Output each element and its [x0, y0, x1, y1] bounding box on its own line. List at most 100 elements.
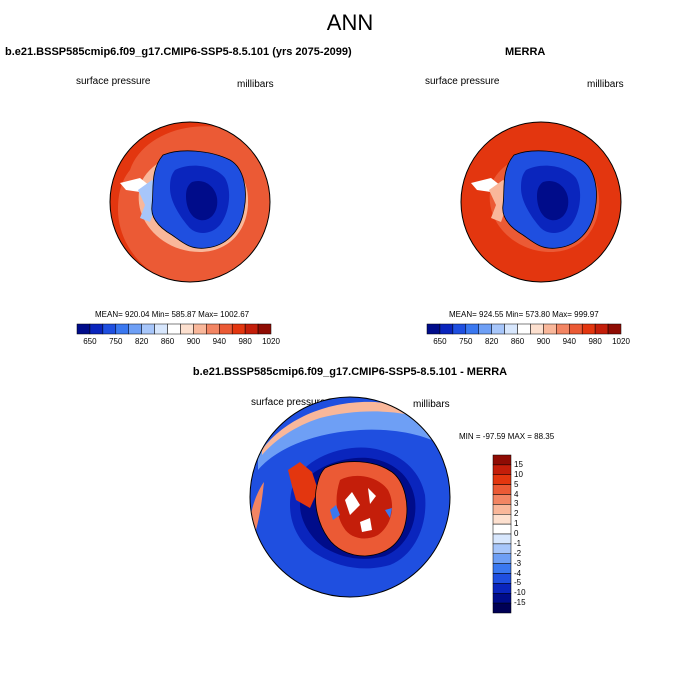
panel2-units-label: millibars	[587, 79, 624, 90]
panel2-colorbar-tick: 860	[510, 337, 525, 346]
panel1-colorbar-swatch	[76, 323, 91, 335]
panel1-field-label: surface pressure	[76, 76, 151, 87]
panel1-colorbar-swatch	[89, 323, 104, 335]
panel2-colorbar-tick: 940	[562, 337, 576, 346]
panel1-map-border	[109, 121, 271, 283]
panel3-colorbar-tick: 15	[514, 459, 523, 469]
panel3-colorbar-tick: -1	[514, 538, 522, 548]
panel1-plateau-core	[186, 180, 218, 221]
panel2-colorbar-tick: 1020	[612, 337, 630, 346]
panel1-colorbar-swatch	[102, 323, 117, 335]
panel1-title: b.e21.BSSP585cmip6.f09_g17.CMIP6-SSP5-8.…	[5, 46, 352, 58]
panel3-west-warm	[250, 482, 264, 530]
panel2-colorbar-tick: 900	[536, 337, 551, 346]
panel2-colorbar-swatch	[452, 323, 467, 335]
panel3-colorbar-swatch	[492, 602, 512, 614]
panel3-colorbar-swatch	[492, 593, 512, 604]
panel1-colorbar-swatch	[206, 323, 220, 335]
panel3-colorbar-tick: -3	[514, 558, 522, 568]
panel2-colorbar-tick: 650	[433, 337, 447, 346]
panel1-stats: MEAN= 920.04 Min= 585.87 Max= 1002.67	[95, 310, 250, 319]
panel2-colorbar-swatch	[478, 323, 492, 335]
panel1-colorbar-tick: 980	[238, 337, 252, 346]
panel3-colorbar-tick: -2	[514, 548, 522, 558]
panel3-colorbar-swatch	[492, 553, 512, 564]
panel1-colorbar-swatch	[141, 323, 155, 335]
panel3-interior-negative	[330, 505, 392, 520]
panel2-colorbar-swatch	[491, 323, 505, 335]
panel1-colorbar-swatch	[128, 323, 142, 335]
panel3-colorbar-tick: 4	[514, 489, 519, 499]
main-title: ANN	[326, 10, 374, 35]
panel1-colorbar-tick: 820	[134, 337, 149, 346]
panel2-colorbar-swatch	[581, 323, 596, 335]
panel1-colorbar-tick: 900	[186, 337, 201, 346]
panel3-colorbar-tick: 3	[514, 499, 519, 509]
panel1-colorbar-swatch	[167, 323, 181, 335]
panel3-north-warm	[262, 401, 430, 455]
panel3-colorbar-tick: -5	[514, 578, 522, 588]
panel3-stats: MIN = -97.59 MAX = 88.35	[459, 432, 555, 441]
panel1-colorbar-swatch	[115, 323, 129, 335]
panel3-colorbar-swatch	[492, 523, 512, 535]
panel3-colorbar-swatch	[492, 583, 512, 594]
panel1-colorbar-tick: 1020	[262, 337, 280, 346]
panel3-interior-hot	[336, 475, 393, 539]
panel3-colorbar-swatch	[492, 533, 512, 545]
panel2-colorbar-tick: 750	[459, 337, 473, 346]
panel2-colorbar-swatch	[530, 323, 544, 335]
panel2-colorbar-swatch	[439, 323, 454, 335]
panel3-colorbar-tick: 1	[514, 519, 519, 529]
panel3-colorbar-swatch	[492, 514, 512, 525]
panel3-colorbar-tick: 2	[514, 509, 519, 519]
panel1-colorbar-swatch	[244, 323, 259, 335]
panel1-units-label: millibars	[237, 79, 274, 90]
panel1-colorbar-swatch	[180, 323, 194, 335]
panel2-colorbar-swatch	[569, 323, 583, 335]
panel2-field-label: surface pressure	[425, 76, 500, 87]
panel1-colorbar-tick: 650	[83, 337, 97, 346]
panel3-colorbar-tick: -15	[514, 598, 526, 608]
panel3-title: b.e21.BSSP585cmip6.f09_g17.CMIP6-SSP5-8.…	[192, 366, 508, 378]
panel3-colorbar-swatch	[492, 494, 512, 505]
panel2-colorbar-swatch	[504, 323, 518, 335]
panel1-colorbar	[76, 323, 272, 335]
panel1-colorbar-tick: 860	[160, 337, 175, 346]
panel3-colorbar-swatch	[492, 543, 512, 554]
panel3-field-label: surface pressure	[251, 397, 326, 408]
panel2-map	[461, 122, 621, 282]
panel2-colorbar-swatch	[556, 323, 570, 335]
panel2-colorbar-swatch	[543, 323, 557, 335]
panel2-colorbar-swatch	[465, 323, 479, 335]
panel1-colorbar-swatch	[231, 323, 246, 335]
panel3-colorbar-swatch	[492, 563, 512, 574]
panel2-plateau-core	[537, 180, 569, 221]
panel2-colorbar	[426, 323, 622, 335]
panel3-colorbar-tick: -4	[514, 568, 522, 578]
panel3-colorbar-swatch	[492, 474, 512, 485]
panel1-colorbar-tick: 750	[109, 337, 123, 346]
panel2-colorbar-tick: 980	[588, 337, 602, 346]
panel3-colorbar-swatch	[492, 573, 512, 584]
panel3-colorbar-tick: 10	[514, 469, 523, 479]
panel1-colorbar-swatch	[154, 323, 168, 335]
panel3-colorbar-swatch	[492, 504, 512, 515]
panel3-colorbar-swatch	[492, 484, 512, 495]
panel3-colorbar-swatch	[492, 454, 512, 466]
panel2-colorbar-swatch	[594, 323, 609, 335]
panel3-colorbar-tick: -10	[514, 588, 526, 598]
panel1-map	[110, 122, 270, 282]
panel3-units-label: millibars	[413, 399, 450, 410]
panel1-colorbar-swatch	[219, 323, 233, 335]
panel3-colorbar-tick: 5	[514, 479, 519, 489]
panel2-stats: MEAN= 924.55 Min= 573.80 Max= 999.97	[449, 310, 599, 319]
panel3-map	[250, 397, 450, 597]
panel3-interior-speckle	[345, 488, 376, 532]
panel1-colorbar-tick: 940	[212, 337, 226, 346]
panel3-map-border	[249, 396, 451, 598]
panel1-colorbar-swatch	[257, 323, 272, 335]
panel1-colorbar-swatch	[193, 323, 207, 335]
panel2-colorbar-swatch	[426, 323, 441, 335]
panel3-peninsula	[288, 462, 318, 508]
